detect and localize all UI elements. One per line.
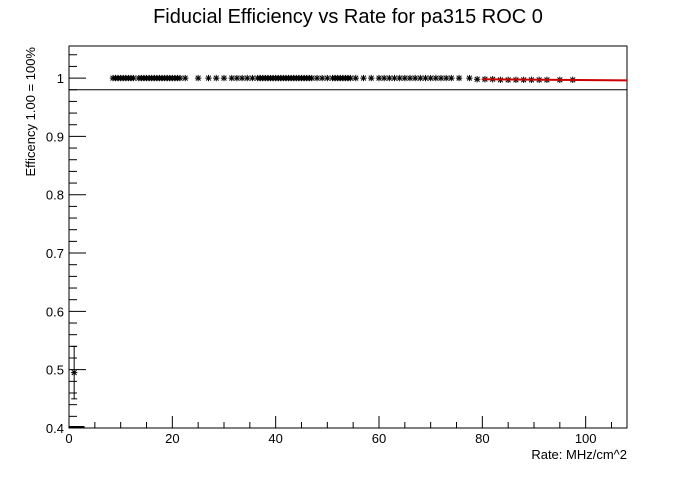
- fit-line: [482, 78, 628, 82]
- data-point: [422, 74, 429, 82]
- plot-area: 0 20 40 60 80 100 0.4 0.5 0.6 0.7 0.8 0.9 1: [46, 45, 628, 446]
- data-point: [313, 74, 321, 82]
- data-point: [205, 74, 212, 82]
- data-point: [352, 74, 359, 82]
- data-point: [448, 74, 455, 82]
- data-point: [396, 74, 403, 82]
- data-point: [318, 74, 326, 82]
- y-tick-label: 0.7: [46, 246, 64, 261]
- data-point: [442, 74, 450, 82]
- data-point: [473, 76, 481, 83]
- x-axis-label: Rate: MHz/cm^2: [531, 447, 627, 462]
- data-point: [360, 74, 367, 82]
- data-point: [70, 369, 78, 376]
- y-axis-label: Efficency 1.00 = 100%: [23, 47, 38, 177]
- data-point: [249, 74, 256, 82]
- data-point: [228, 74, 235, 82]
- x-tick-label: 40: [268, 431, 282, 446]
- data-point: [432, 74, 440, 82]
- data-point: [244, 74, 251, 82]
- y-tick-label: 1: [57, 71, 64, 86]
- data-point: [417, 74, 424, 82]
- data-point: [220, 74, 228, 82]
- y-tick-label: 0.6: [46, 304, 64, 319]
- data-point: [411, 74, 419, 82]
- chart-title: Fiducial Efficiency vs Rate for pa315 RO…: [153, 6, 543, 28]
- data-point: [130, 74, 137, 82]
- data-point: [437, 74, 445, 82]
- y-tick-label: 0.4: [46, 421, 64, 436]
- plot-frame: [68, 45, 628, 429]
- data-point: [375, 74, 383, 82]
- data-point: [391, 74, 398, 82]
- x-tick-label: 20: [165, 431, 179, 446]
- x-tick-label: 60: [372, 431, 386, 446]
- data-point: [386, 74, 393, 82]
- data-point: [213, 74, 220, 82]
- data-point: [176, 74, 184, 82]
- data-point: [238, 74, 246, 82]
- data-point: [466, 74, 473, 82]
- data-point: [380, 74, 388, 82]
- y-tick-label: 0.5: [46, 363, 64, 378]
- data-point: [324, 74, 331, 82]
- data-point: [455, 74, 463, 82]
- x-tick-label: 0: [65, 431, 72, 446]
- data-point: [406, 74, 414, 82]
- y-tick-label: 0.9: [46, 129, 64, 144]
- y-tick-label: 0.8: [46, 188, 64, 203]
- data-point: [308, 74, 316, 82]
- data-point: [401, 74, 409, 82]
- data-point: [368, 74, 375, 82]
- x-tick-label: 100: [575, 431, 597, 446]
- data-point: [347, 74, 354, 82]
- data-point: [194, 74, 202, 82]
- data-point: [233, 74, 241, 82]
- x-tick-label: 80: [475, 431, 489, 446]
- data-point: [427, 74, 434, 82]
- data-point: [182, 74, 189, 82]
